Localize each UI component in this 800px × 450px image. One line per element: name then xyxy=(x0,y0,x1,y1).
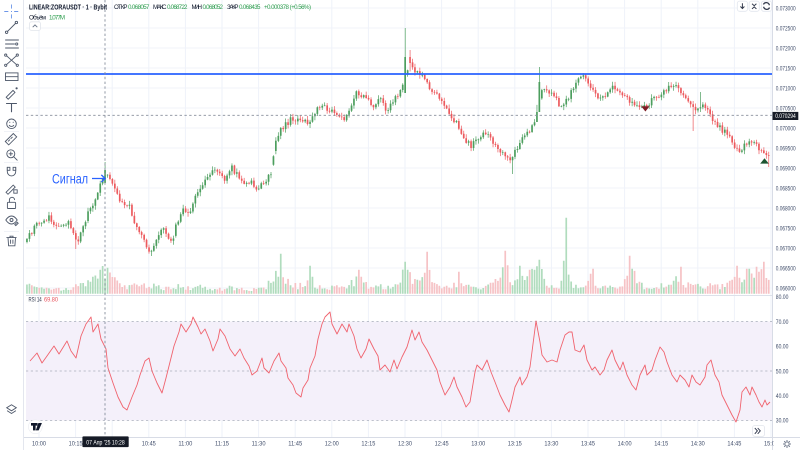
svg-text:14:45: 14:45 xyxy=(727,442,742,448)
svg-text:0.072500: 0.072500 xyxy=(776,25,796,32)
svg-text:0.071000: 0.071000 xyxy=(776,85,796,92)
svg-text:11:45: 11:45 xyxy=(288,442,303,448)
svg-text:Сигнал: Сигнал xyxy=(52,172,88,187)
svg-text:0.070000: 0.070000 xyxy=(776,125,796,132)
svg-text:60.00: 60.00 xyxy=(776,344,789,351)
svg-text:11:30: 11:30 xyxy=(252,442,267,448)
svg-text:12:00: 12:00 xyxy=(325,442,340,448)
svg-text:13:15: 13:15 xyxy=(508,442,523,448)
svg-text:40.00: 40.00 xyxy=(776,393,789,400)
svg-text:13:30: 13:30 xyxy=(544,442,559,448)
svg-text:0.069000: 0.069000 xyxy=(776,165,796,172)
svg-text:LINEAR:ZORAUSDT · 1 · Bybit: LINEAR:ZORAUSDT · 1 · Bybit xyxy=(29,2,107,11)
svg-text:0.068000: 0.068000 xyxy=(776,205,796,212)
svg-text:15:00: 15:00 xyxy=(764,442,779,448)
svg-text:50.00: 50.00 xyxy=(776,368,789,375)
svg-text:0.068052: 0.068052 xyxy=(203,4,224,11)
svg-text:0.070294: 0.070294 xyxy=(775,113,796,120)
svg-text:10:00: 10:00 xyxy=(32,442,47,448)
svg-text:ЗАКР: ЗАКР xyxy=(227,4,239,11)
svg-text:1.077M: 1.077M xyxy=(49,15,65,22)
svg-text:0.067000: 0.067000 xyxy=(776,245,796,252)
svg-text:10:15: 10:15 xyxy=(69,442,84,448)
svg-text:69.80: 69.80 xyxy=(44,297,59,304)
svg-text:0.068057: 0.068057 xyxy=(128,4,150,11)
svg-text:0.072000: 0.072000 xyxy=(776,45,796,52)
svg-text:0.069500: 0.069500 xyxy=(776,145,796,152)
svg-text:RSI 14: RSI 14 xyxy=(29,297,43,304)
svg-text:12:30: 12:30 xyxy=(398,442,413,448)
svg-text:70.00: 70.00 xyxy=(776,319,789,326)
svg-text:12:45: 12:45 xyxy=(435,442,450,448)
svg-text:0.073000: 0.073000 xyxy=(776,5,796,12)
svg-text:МАКС: МАКС xyxy=(153,4,167,11)
svg-text:МИН: МИН xyxy=(192,4,203,11)
svg-text:Объём: Объём xyxy=(29,15,46,22)
svg-text:ОТКР: ОТКР xyxy=(114,4,128,11)
svg-text:0.068722: 0.068722 xyxy=(167,4,188,11)
svg-text:13:00: 13:00 xyxy=(471,442,486,448)
svg-text:80.00: 80.00 xyxy=(776,294,789,301)
svg-text:11:00: 11:00 xyxy=(178,442,193,448)
svg-text:0.071500: 0.071500 xyxy=(776,65,796,72)
svg-text:30.00: 30.00 xyxy=(776,418,789,425)
svg-text:0.068435: 0.068435 xyxy=(239,4,261,11)
svg-text:0.067500: 0.067500 xyxy=(776,225,796,232)
svg-text:+0.000378 (+0.56%): +0.000378 (+0.56%) xyxy=(264,4,311,11)
svg-text:0.068500: 0.068500 xyxy=(776,185,796,192)
svg-text:14:00: 14:00 xyxy=(618,442,633,448)
svg-text:12:15: 12:15 xyxy=(361,442,376,448)
svg-text:07 Апр '25 10:28: 07 Апр '25 10:28 xyxy=(86,441,125,447)
svg-text:11:15: 11:15 xyxy=(215,442,230,448)
svg-text:0.066500: 0.066500 xyxy=(776,265,796,272)
svg-text:0.066000: 0.066000 xyxy=(776,285,796,292)
svg-text:14:30: 14:30 xyxy=(691,442,706,448)
svg-text:13:45: 13:45 xyxy=(581,442,596,448)
svg-text:14:15: 14:15 xyxy=(654,442,669,448)
svg-text:10:45: 10:45 xyxy=(142,442,157,448)
svg-text:0.070500: 0.070500 xyxy=(776,105,796,112)
